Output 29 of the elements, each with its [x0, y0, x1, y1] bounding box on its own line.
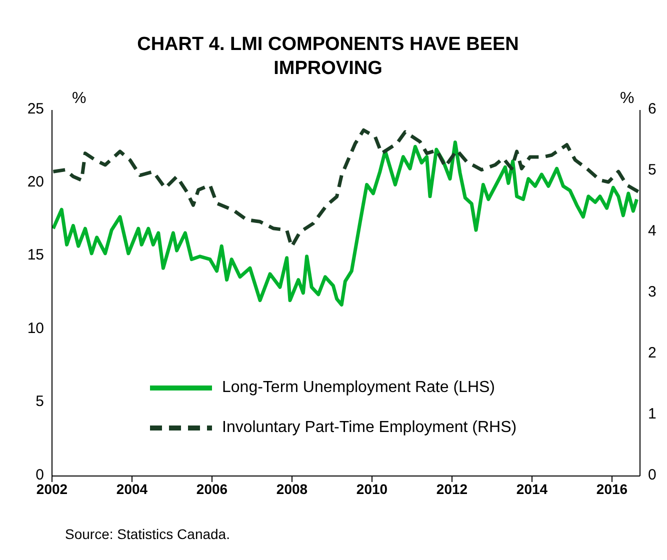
y2-tick-label: 2	[648, 344, 656, 362]
line-series	[52, 128, 640, 248]
y2-tick-label: 4	[648, 222, 656, 240]
y-tick-label: 10	[27, 320, 44, 337]
y2-tick-label: 6	[648, 100, 656, 118]
y-tick-label: 25	[27, 100, 44, 118]
x-tick-label: 2014	[516, 480, 548, 497]
y2-tick-label: 5	[648, 161, 656, 178]
line-series	[52, 140, 639, 306]
y2-axis-title: %	[620, 90, 634, 108]
chart-title: CHART 4. LMI COMPONENTS HAVE BEEN IMPROVING	[136, 33, 520, 81]
x-tick-label: 2006	[196, 480, 228, 497]
x-tick-label: 2002	[36, 480, 68, 497]
y-tick-label: 0	[36, 466, 44, 484]
x-tick-label: 2012	[436, 480, 468, 497]
y2-tick-label: 1	[648, 405, 656, 422]
y-tick-label: 5	[36, 393, 44, 410]
x-tick-label: 2004	[116, 480, 148, 497]
legend-label: Long-Term Unemployment Rate (LHS)	[222, 379, 495, 397]
legend-label: Involuntary Part-Time Employment (RHS)	[222, 419, 517, 437]
y2-tick-label: 3	[648, 283, 656, 300]
y-tick-label: 15	[27, 246, 44, 264]
y-tick-label: 20	[27, 174, 44, 191]
source-note: Source: Statistics Canada.	[65, 526, 230, 542]
x-tick-label: 2010	[356, 480, 388, 497]
y2-tick-label: 0	[648, 466, 656, 484]
y-axis-title: %	[72, 90, 86, 108]
x-tick-label: 2016	[596, 480, 628, 497]
x-tick-label: 2008	[276, 480, 308, 497]
